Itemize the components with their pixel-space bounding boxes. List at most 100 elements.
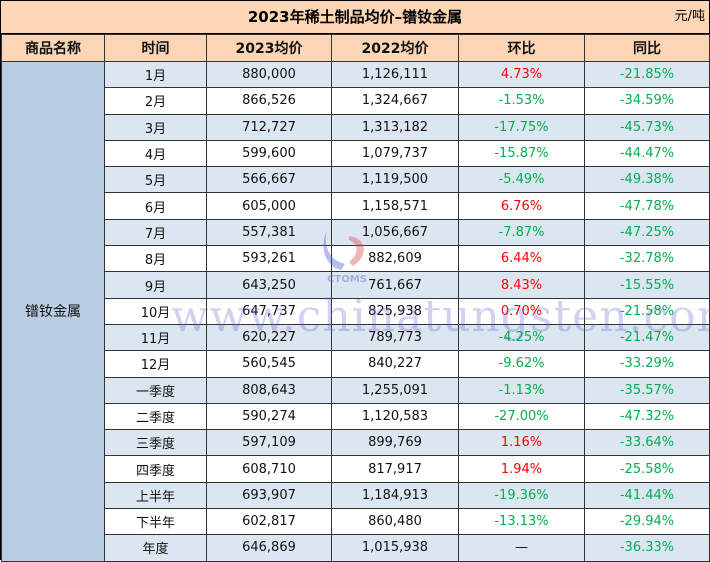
avg-2022-cell: 882,609 <box>331 245 459 273</box>
avg-2022-cell: 1,120,583 <box>331 402 459 431</box>
yoy-cell: -36.33% <box>584 534 710 562</box>
period-cell: 12月 <box>104 350 207 378</box>
header-avg-2022: 2022均价 <box>331 34 459 62</box>
avg-2022-cell: 1,056,667 <box>331 218 459 247</box>
yoy-cell: -41.44% <box>584 481 710 510</box>
mom-cell: -17.75% <box>458 113 585 141</box>
avg-2023-cell: 566,667 <box>206 166 332 194</box>
table-row: 镨钕金属 1月 880,000 1,126,111 4.73% -21.85% <box>1 60 710 562</box>
mom-cell: -7.87% <box>458 218 585 247</box>
yoy-cell: -35.57% <box>584 376 710 404</box>
table-row: 7月 557,381 1,056,667 -7.87% -47.25% <box>2 218 710 247</box>
table-row: 9月 643,250 761,667 8.43% -15.55% <box>2 271 710 299</box>
header-row: 商品名称 时间 2023均价 2022均价 环比 同比 <box>1 34 710 62</box>
table-title: 2023年稀土制品均价–镨钕金属 <box>247 8 463 26</box>
period-cell: 年度 <box>104 534 207 562</box>
mom-cell: -9.62% <box>458 350 585 378</box>
period-cell: 3月 <box>104 113 207 141</box>
mom-cell: -1.53% <box>458 87 585 115</box>
avg-2023-cell: 557,381 <box>206 218 332 247</box>
table-row: 2月 866,526 1,324,667 -1.53% -34.59% <box>2 87 710 115</box>
table-row: 11月 620,227 789,773 -4.25% -21.47% <box>2 323 710 352</box>
avg-2022-cell: 899,769 <box>331 429 459 457</box>
product-name-cell: 镨钕金属 <box>1 61 105 562</box>
table-row: 8月 593,261 882,609 6.44% -32.78% <box>2 245 710 273</box>
avg-2022-cell: 789,773 <box>331 323 459 352</box>
header-product: 商品名称 <box>1 34 105 62</box>
avg-2023-cell: 643,250 <box>206 271 332 299</box>
yoy-cell: -47.78% <box>584 192 710 220</box>
table-row: 4月 599,600 1,079,737 -15.87% -44.47% <box>2 139 710 168</box>
table-row: 上半年 693,907 1,184,913 -19.36% -41.44% <box>2 481 710 510</box>
yoy-cell: -29.94% <box>584 508 710 536</box>
period-cell: 5月 <box>104 166 207 194</box>
avg-2022-cell: 1,126,111 <box>331 60 459 89</box>
mom-cell: 6.44% <box>458 245 585 273</box>
avg-2022-cell: 1,079,737 <box>331 139 459 168</box>
avg-2022-cell: 761,667 <box>331 271 459 299</box>
avg-2023-cell: 647,737 <box>206 297 332 325</box>
table-row: 三季度 597,109 899,769 1.16% -33.64% <box>2 429 710 457</box>
avg-2022-cell: 1,313,182 <box>331 113 459 141</box>
avg-2023-cell: 620,227 <box>206 323 332 352</box>
mom-cell: 8.43% <box>458 271 585 299</box>
table-row: 10月 647,737 825,938 0.70% -21.58% <box>2 297 710 325</box>
table-row: 12月 560,545 840,227 -9.62% -33.29% <box>2 350 710 378</box>
period-cell: 下半年 <box>104 508 207 536</box>
avg-2023-cell: 597,109 <box>206 429 332 457</box>
mom-cell: 1.94% <box>458 455 585 483</box>
avg-2022-cell: 1,158,571 <box>331 192 459 220</box>
yoy-cell: -21.47% <box>584 323 710 352</box>
avg-2023-cell: 808,643 <box>206 376 332 404</box>
header-avg-2023: 2023均价 <box>206 34 332 62</box>
period-cell: 9月 <box>104 271 207 299</box>
yoy-cell: -34.59% <box>584 87 710 115</box>
avg-2023-cell: 605,000 <box>206 192 332 220</box>
period-cell: 一季度 <box>104 376 207 404</box>
yoy-cell: -33.29% <box>584 350 710 378</box>
yoy-cell: -49.38% <box>584 166 710 194</box>
avg-2023-cell: 646,869 <box>206 534 332 562</box>
table-row: 下半年 602,817 860,480 -13.13% -29.94% <box>2 508 710 536</box>
avg-2022-cell: 1,015,938 <box>331 534 459 562</box>
yoy-cell: -21.85% <box>584 60 710 89</box>
table-row: 二季度 590,274 1,120,583 -27.00% -47.32% <box>2 402 710 431</box>
period-cell: 4月 <box>104 139 207 168</box>
avg-2022-cell: 860,480 <box>331 508 459 536</box>
period-cell: 11月 <box>104 323 207 352</box>
mom-cell: 4.73% <box>458 60 585 89</box>
header-mom: 环比 <box>458 34 585 62</box>
mom-cell: — <box>458 534 585 562</box>
price-table: 商品名称 时间 2023均价 2022均价 环比 同比 镨钕金属 1月 880,00… <box>1 34 710 562</box>
period-cell: 上半年 <box>104 481 207 510</box>
period-cell: 6月 <box>104 192 207 220</box>
period-cell: 8月 <box>104 245 207 273</box>
mom-cell: -5.49% <box>458 166 585 194</box>
mom-cell: -4.25% <box>458 323 585 352</box>
header-period: 时间 <box>104 34 207 62</box>
table-row: 年度 646,869 1,015,938— -36.33% <box>2 534 710 562</box>
yoy-cell: -25.58% <box>584 455 710 483</box>
mom-cell: -19.36% <box>458 481 585 510</box>
yoy-cell: -45.73% <box>584 113 710 141</box>
period-cell: 1月 <box>104 60 207 89</box>
avg-2023-cell: 599,600 <box>206 139 332 168</box>
avg-2023-cell: 712,727 <box>206 113 332 141</box>
unit-label: 元/吨 <box>674 9 705 24</box>
table-title-row: 2023年稀土制品均价–镨钕金属 元/吨 <box>1 1 709 34</box>
table-row: 四季度 608,710 817,917 1.94% -25.58% <box>2 455 710 483</box>
avg-2023-cell: 590,274 <box>206 402 332 431</box>
avg-2023-cell: 693,907 <box>206 481 332 510</box>
yoy-cell: -44.47% <box>584 139 710 168</box>
avg-2022-cell: 817,917 <box>331 455 459 483</box>
mom-cell: -15.87% <box>458 139 585 168</box>
period-cell: 2月 <box>104 87 207 115</box>
yoy-cell: -21.58% <box>584 297 710 325</box>
avg-2022-cell: 840,227 <box>331 350 459 378</box>
avg-2022-cell: 1,184,913 <box>331 481 459 510</box>
mom-cell: -1.13% <box>458 376 585 404</box>
yoy-cell: -15.55% <box>584 271 710 299</box>
avg-2023-cell: 602,817 <box>206 508 332 536</box>
yoy-cell: -47.32% <box>584 402 710 431</box>
